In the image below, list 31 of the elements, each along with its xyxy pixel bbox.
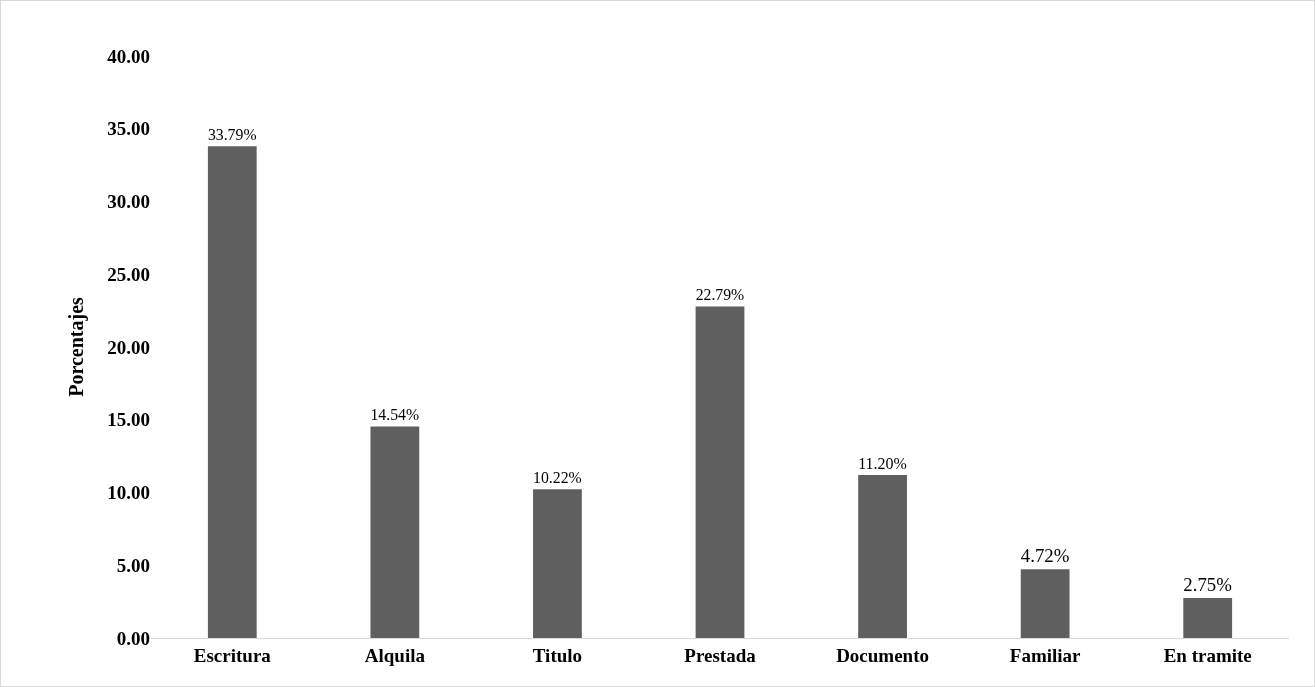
bar	[533, 489, 582, 638]
data-label: 4.72%	[1020, 545, 1070, 567]
x-tick-label: Titulo	[532, 644, 583, 666]
x-tick-label: En tramite	[1163, 644, 1252, 666]
data-label: 22.79%	[695, 286, 745, 304]
y-tick-label: 35.00	[107, 118, 150, 140]
bar	[858, 475, 907, 638]
bar	[1020, 569, 1070, 638]
bar	[1183, 597, 1233, 638]
data-label: 14.54%	[370, 406, 420, 424]
y-tick-label: 10.00	[107, 482, 150, 504]
y-tick-label: 40.00	[107, 45, 150, 67]
y-tick-label: 20.00	[107, 336, 150, 358]
data-label: 10.22%	[533, 468, 582, 486]
data-label: 33.79%	[207, 126, 257, 144]
x-tick-label: Prestada	[684, 644, 757, 666]
bar	[695, 306, 745, 638]
bar	[370, 426, 420, 638]
bar	[207, 146, 257, 638]
x-tick-label: Alquila	[364, 644, 426, 666]
x-tick-label: Escritura	[193, 644, 272, 666]
y-tick-label: 25.00	[107, 263, 150, 285]
data-label: 11.20%	[858, 454, 907, 472]
y-tick-label: 15.00	[107, 409, 150, 431]
y-tick-label: 30.00	[107, 191, 150, 213]
y-tick-label: 5.00	[116, 554, 150, 576]
y-axis-title: Porcentajes	[64, 296, 88, 397]
x-tick-label: Familiar	[1009, 644, 1082, 666]
data-label: 2.75%	[1183, 574, 1233, 596]
x-tick-label: Documento	[836, 644, 930, 666]
y-tick-label: 0.00	[116, 627, 150, 649]
